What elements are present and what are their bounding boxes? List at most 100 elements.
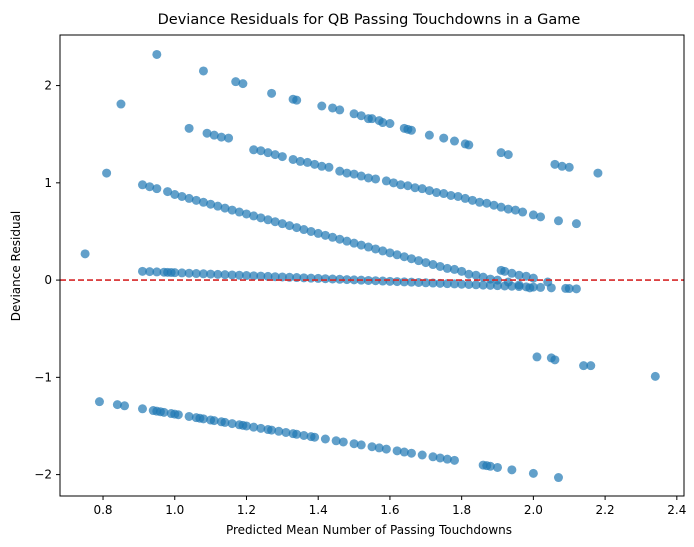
data-point bbox=[521, 271, 531, 281]
data-point bbox=[424, 130, 434, 140]
data-point bbox=[313, 228, 323, 238]
data-point bbox=[493, 462, 503, 472]
data-point bbox=[112, 400, 122, 410]
data-point bbox=[532, 352, 542, 362]
data-point bbox=[220, 203, 230, 213]
data-point bbox=[528, 210, 538, 220]
data-point bbox=[241, 209, 251, 219]
data-point bbox=[177, 191, 187, 201]
data-point bbox=[288, 154, 298, 164]
data-point bbox=[406, 254, 416, 264]
data-point bbox=[202, 128, 212, 138]
data-point bbox=[198, 269, 208, 279]
data-point bbox=[206, 199, 216, 209]
data-point bbox=[385, 119, 395, 129]
data-point bbox=[525, 283, 535, 293]
data-point bbox=[310, 159, 320, 169]
data-point bbox=[439, 133, 449, 143]
data-point bbox=[385, 276, 395, 286]
data-point bbox=[514, 270, 524, 280]
data-point bbox=[274, 426, 284, 436]
data-point bbox=[428, 260, 438, 270]
data-point bbox=[292, 429, 302, 439]
data-point bbox=[518, 207, 528, 217]
data-point bbox=[206, 269, 216, 279]
data-point bbox=[159, 407, 169, 417]
data-point bbox=[392, 446, 402, 456]
data-point bbox=[145, 267, 155, 277]
data-point bbox=[120, 401, 130, 411]
data-point bbox=[478, 280, 488, 290]
data-point bbox=[475, 197, 485, 207]
data-point bbox=[553, 216, 563, 226]
data-point bbox=[349, 109, 359, 119]
y-axis-label: Deviance Residual bbox=[9, 211, 23, 322]
x-tick-label: 1.4 bbox=[309, 503, 328, 517]
data-point bbox=[152, 184, 162, 194]
data-point bbox=[270, 272, 280, 282]
data-point bbox=[80, 249, 90, 259]
data-point bbox=[428, 452, 438, 462]
data-point bbox=[435, 453, 445, 463]
data-point bbox=[367, 114, 377, 124]
data-point bbox=[213, 269, 223, 279]
data-point bbox=[220, 270, 230, 280]
data-point bbox=[320, 434, 330, 444]
y-tick-label: 0 bbox=[44, 273, 52, 287]
data-point bbox=[227, 419, 237, 429]
data-point bbox=[295, 156, 305, 166]
data-point bbox=[349, 238, 359, 248]
data-point bbox=[349, 439, 359, 449]
data-point bbox=[503, 277, 513, 287]
data-point bbox=[310, 432, 320, 442]
data-point bbox=[389, 178, 399, 188]
data-point bbox=[485, 280, 495, 290]
data-point bbox=[342, 275, 352, 285]
data-point bbox=[417, 450, 427, 460]
data-point bbox=[381, 444, 391, 454]
data-point bbox=[324, 162, 334, 172]
data-point bbox=[435, 278, 445, 288]
data-point bbox=[277, 152, 287, 162]
data-point bbox=[460, 193, 470, 203]
data-point bbox=[338, 437, 348, 447]
data-point bbox=[198, 197, 208, 207]
data-point bbox=[503, 150, 513, 160]
data-point bbox=[550, 355, 560, 365]
data-point bbox=[536, 282, 546, 292]
data-point bbox=[152, 267, 162, 277]
data-point bbox=[299, 430, 309, 440]
x-tick-label: 1.8 bbox=[452, 503, 471, 517]
data-point bbox=[378, 246, 388, 256]
data-point bbox=[553, 473, 563, 483]
data-point bbox=[514, 280, 524, 290]
data-point bbox=[363, 242, 373, 252]
data-point bbox=[399, 447, 409, 457]
data-point bbox=[249, 271, 259, 281]
data-point bbox=[256, 213, 266, 223]
data-point bbox=[378, 276, 388, 286]
data-point bbox=[571, 284, 581, 294]
data-point bbox=[396, 180, 406, 190]
data-point bbox=[256, 423, 266, 433]
data-point bbox=[285, 221, 295, 231]
data-point bbox=[356, 111, 366, 121]
x-tick-label: 0.8 bbox=[93, 503, 112, 517]
data-point bbox=[231, 77, 241, 87]
data-point bbox=[464, 280, 474, 290]
data-point bbox=[489, 200, 499, 210]
y-tick-label: 2 bbox=[44, 79, 52, 93]
data-point bbox=[571, 219, 581, 229]
data-point bbox=[317, 101, 327, 111]
data-point bbox=[471, 270, 481, 280]
data-point bbox=[191, 269, 201, 279]
data-point bbox=[564, 162, 574, 172]
data-point bbox=[317, 161, 327, 171]
data-point bbox=[184, 123, 194, 133]
data-point bbox=[442, 454, 452, 464]
data-point bbox=[163, 187, 173, 197]
data-point bbox=[593, 168, 603, 178]
data-point bbox=[442, 263, 452, 273]
x-tick-label: 1.0 bbox=[165, 503, 184, 517]
